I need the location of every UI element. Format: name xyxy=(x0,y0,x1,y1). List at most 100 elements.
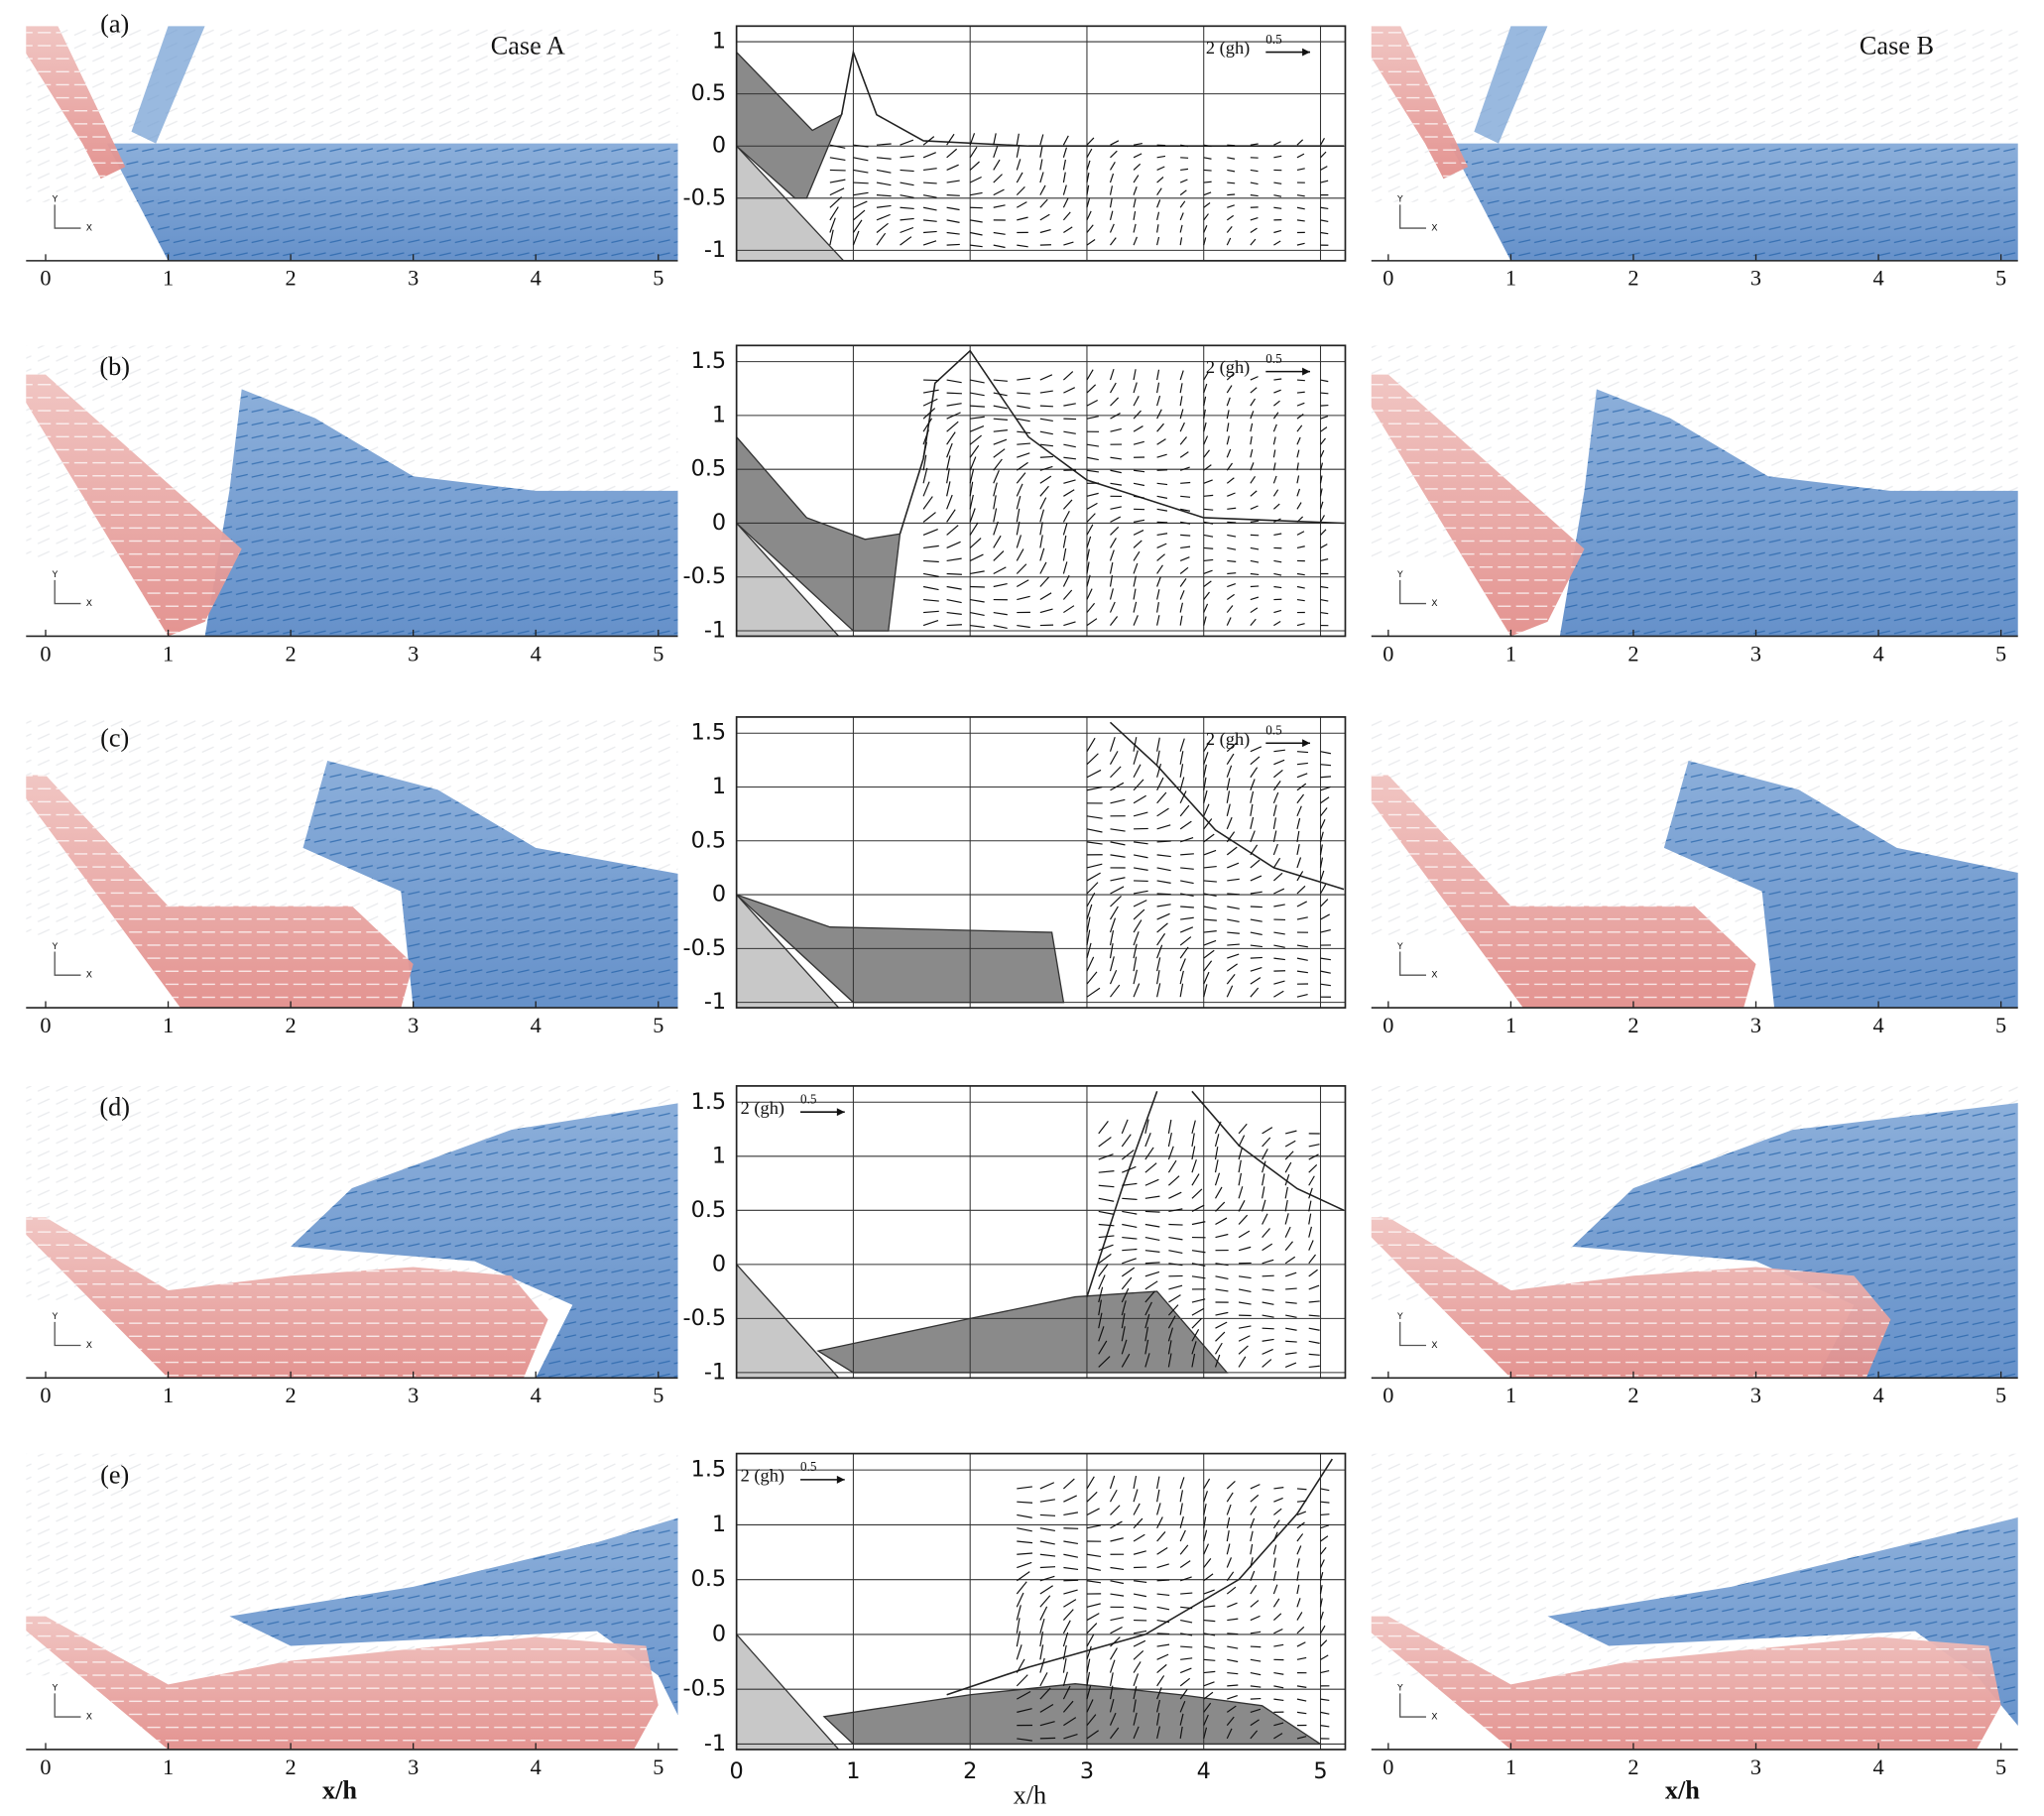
velocity-arrow xyxy=(1086,841,1103,845)
velocity-arrow xyxy=(1156,615,1160,626)
velocity-arrow xyxy=(1296,153,1305,159)
velocity-arrow xyxy=(1284,1150,1294,1160)
velocity-arrow xyxy=(970,219,983,223)
velocity-arrow xyxy=(1273,240,1281,246)
velocity-arrow xyxy=(1110,1505,1121,1515)
velocity-arrow xyxy=(1203,1529,1208,1542)
field-content xyxy=(26,716,678,1009)
velocity-arrow xyxy=(1250,411,1255,420)
velocity-arrow xyxy=(1250,1600,1260,1608)
velocity-arrow xyxy=(1156,1643,1170,1647)
velocity-arrow xyxy=(1272,503,1280,510)
velocity-arrow xyxy=(1121,1326,1126,1342)
velocity-arrow xyxy=(1144,1119,1149,1135)
velocity-arrow xyxy=(1215,1331,1226,1342)
splash xyxy=(1474,26,1548,144)
velocity-arrow xyxy=(900,182,914,186)
velocity-arrow xyxy=(1179,224,1183,233)
velocity-arrow xyxy=(1238,1214,1249,1225)
velocity-arrow xyxy=(1296,830,1300,842)
velocity-arrow xyxy=(1272,1584,1278,1595)
velocity-arrow xyxy=(1062,1609,1074,1621)
velocity-arrow xyxy=(1203,960,1213,972)
velocity-arrow xyxy=(1203,1727,1208,1740)
velocity-arrow xyxy=(993,583,1008,588)
velocity-arrow xyxy=(1144,1195,1160,1199)
velocity-arrow xyxy=(1156,791,1167,804)
velocity-arrow xyxy=(1227,144,1236,147)
velocity-arrow xyxy=(1226,1716,1235,1727)
velocity-arrow xyxy=(923,598,939,602)
velocity-arrow xyxy=(1156,553,1165,561)
velocity-arrow xyxy=(1262,1327,1274,1330)
velocity-arrow xyxy=(1133,867,1148,871)
velocity-arrow xyxy=(1156,409,1162,420)
panel-label: (a) xyxy=(100,9,129,38)
field-content xyxy=(26,1453,678,1750)
y-tick-label: 0.5 xyxy=(691,1566,727,1592)
velocity-arrow xyxy=(1180,508,1191,512)
velocity-arrow xyxy=(1133,1593,1147,1598)
velocity-arrow xyxy=(1284,1173,1290,1186)
velocity-arrow xyxy=(1133,601,1138,613)
velocity-arrow xyxy=(922,408,936,420)
velocity-arrow xyxy=(1179,566,1189,574)
velocity-arrow xyxy=(1320,786,1331,791)
velocity-arrow xyxy=(1086,184,1090,195)
velocity-arrow xyxy=(1273,769,1283,779)
velocity-arrow xyxy=(1062,1620,1071,1634)
velocity-arrow xyxy=(1086,1613,1100,1622)
velocity-arrow xyxy=(1273,1643,1284,1647)
velocity-arrow xyxy=(1308,1284,1320,1290)
velocity-arrow xyxy=(1179,590,1185,600)
velocity-arrow xyxy=(1109,574,1114,587)
y-tick-label: 0.5 xyxy=(691,827,727,853)
velocity-arrow xyxy=(1110,237,1117,246)
velocity-arrow xyxy=(1110,877,1126,882)
y-tick-label: 0.5 xyxy=(691,1197,727,1223)
velocity-arrow xyxy=(1227,906,1240,909)
velocity-arrow xyxy=(1156,602,1159,613)
velocity-arrow xyxy=(1273,1497,1283,1503)
velocity-arrow xyxy=(1039,475,1052,484)
velocity-arrow xyxy=(1110,1537,1124,1542)
velocity-arrow xyxy=(1098,1153,1114,1160)
velocity-arrow xyxy=(1039,1657,1045,1673)
velocity-arrow xyxy=(993,379,1008,382)
velocity-arrow xyxy=(1273,1698,1284,1701)
velocity-arrow xyxy=(922,194,937,198)
velocity-arrow xyxy=(1063,226,1073,234)
velocity-arrow xyxy=(1121,1134,1132,1148)
velocity-arrow xyxy=(946,243,960,246)
velocity-arrow xyxy=(1203,1558,1212,1568)
y-tick-label: 1 xyxy=(712,1512,726,1537)
velocity-arrow xyxy=(1144,1237,1160,1241)
y-tick-label: 0 xyxy=(712,510,726,536)
slope xyxy=(736,894,840,1009)
velocity-arrow xyxy=(1133,1650,1144,1660)
velocity-arrow xyxy=(1238,1230,1251,1239)
water-vectors xyxy=(1449,143,2018,261)
velocity-arrow xyxy=(1250,607,1259,614)
velocity-arrow xyxy=(1203,865,1217,869)
velocity-arrow xyxy=(1016,535,1022,548)
velocity-arrow xyxy=(1133,588,1137,600)
velocity-arrow xyxy=(1109,382,1117,394)
velocity-arrow xyxy=(1017,1513,1032,1518)
x-tick-label: 0 xyxy=(1383,1755,1393,1779)
vector-content xyxy=(736,1453,1346,1750)
velocity-arrow xyxy=(1296,531,1305,536)
velocity-arrow xyxy=(1156,155,1166,159)
velocity-arrow xyxy=(829,144,846,149)
velocity-arrow xyxy=(1016,1581,1027,1595)
velocity-arrow xyxy=(1156,737,1160,752)
velocity-arrow xyxy=(1226,753,1235,766)
velocity-arrow xyxy=(1121,1276,1133,1290)
x-tick-label: 5 xyxy=(1995,266,2006,291)
x-tick-label: 1 xyxy=(1505,1755,1516,1779)
velocity-arrow xyxy=(1062,1685,1071,1700)
velocity-arrow xyxy=(1320,598,1329,602)
velocity-arrow xyxy=(1086,929,1091,946)
velocity-arrow xyxy=(1144,1133,1151,1148)
velocity-arrow xyxy=(993,438,1008,445)
